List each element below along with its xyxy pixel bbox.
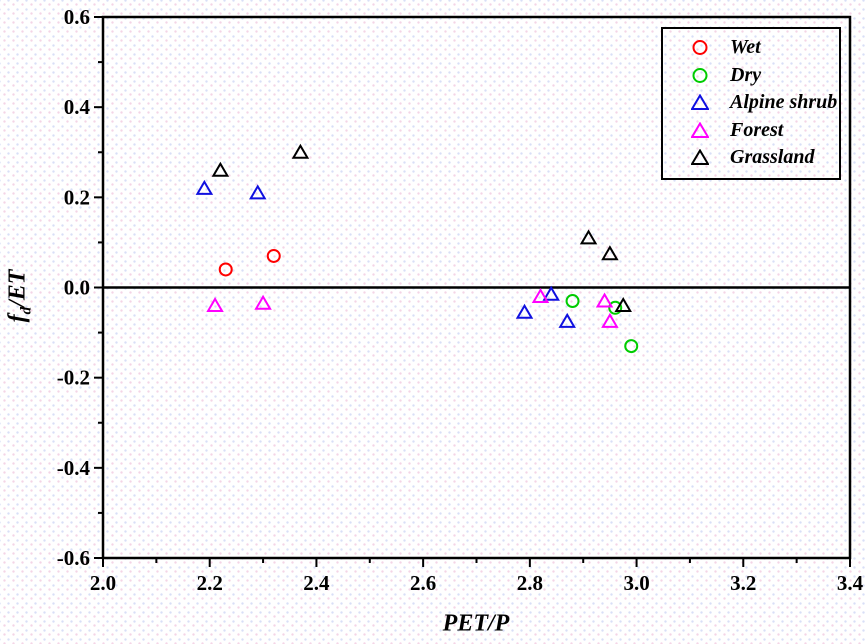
- x-tick-label: 3.2: [730, 571, 756, 595]
- legend-item-dry: Dry: [663, 62, 839, 90]
- data-point-forest: [601, 312, 619, 328]
- data-point-dry: [608, 300, 623, 315]
- legend-item-wet: Wet: [663, 34, 839, 62]
- legend: Wet Dry Alpine shrub Forest Grassland: [661, 27, 841, 180]
- data-point-forest: [531, 288, 550, 304]
- legend-item-label: Forest: [730, 118, 784, 141]
- data-point-alpine-shrub: [542, 285, 560, 301]
- data-point-grassland: [211, 161, 230, 177]
- legend-item-alpine-shrub: Alpine shrub: [663, 89, 839, 117]
- y-tick-label: 0.2: [64, 185, 90, 209]
- y-tick-label: 0.0: [64, 276, 90, 300]
- data-point-alpine-shrub: [248, 184, 267, 200]
- x-axis-title: PET/P: [442, 610, 510, 637]
- data-point-grassland: [601, 245, 619, 261]
- y-tick-label: 0.6: [64, 5, 90, 29]
- data-point-alpine-shrub: [515, 303, 534, 319]
- legend-item-label: Wet: [730, 36, 761, 59]
- data-point-grassland: [614, 297, 632, 313]
- data-point-grassland: [579, 229, 598, 245]
- x-tick-label: 2.2: [197, 571, 223, 595]
- x-tick-label: 3.0: [623, 571, 649, 595]
- x-tick-label: 2.6: [410, 571, 436, 595]
- forest-marker-icon: [691, 121, 709, 138]
- data-point-grassland: [291, 143, 310, 159]
- legend-item-grassland: Grassland: [663, 144, 839, 172]
- legend-item-forest: Forest: [663, 117, 839, 145]
- grassland-marker-icon: [691, 149, 709, 166]
- legend-item-label: Dry: [730, 63, 762, 86]
- data-point-dry: [624, 339, 639, 354]
- legend-item-label: Grassland: [730, 146, 815, 169]
- x-tick-label: 2.8: [517, 571, 543, 595]
- data-point-alpine-shrub: [558, 312, 576, 328]
- data-point-forest: [254, 294, 272, 310]
- y-axis-title: fd/ET: [5, 270, 36, 323]
- y-axis-title-subscript: d: [18, 306, 35, 315]
- legend-item-label: Alpine shrub: [730, 91, 838, 114]
- x-tick-label: 2.0: [90, 571, 116, 595]
- alpine-shrub-marker-icon: [691, 94, 709, 111]
- y-tick-label: 0.4: [64, 95, 91, 119]
- data-point-alpine-shrub: [195, 179, 214, 195]
- data-point-wet: [218, 262, 233, 277]
- x-tick-label: 3.4: [837, 571, 864, 595]
- y-tick-label: -0.2: [57, 366, 90, 390]
- wet-marker-icon: [692, 40, 708, 56]
- data-point-dry: [565, 294, 580, 309]
- dry-marker-icon: [692, 67, 708, 83]
- x-tick-label: 2.4: [303, 571, 330, 595]
- data-point-forest: [206, 297, 224, 313]
- data-point-wet: [266, 248, 281, 263]
- y-axis-title-base: f: [4, 314, 31, 323]
- y-tick-label: -0.6: [57, 546, 90, 570]
- data-point-forest: [595, 292, 614, 308]
- y-axis-title-rest: /ET: [4, 269, 31, 307]
- y-tick-label: -0.4: [57, 456, 91, 480]
